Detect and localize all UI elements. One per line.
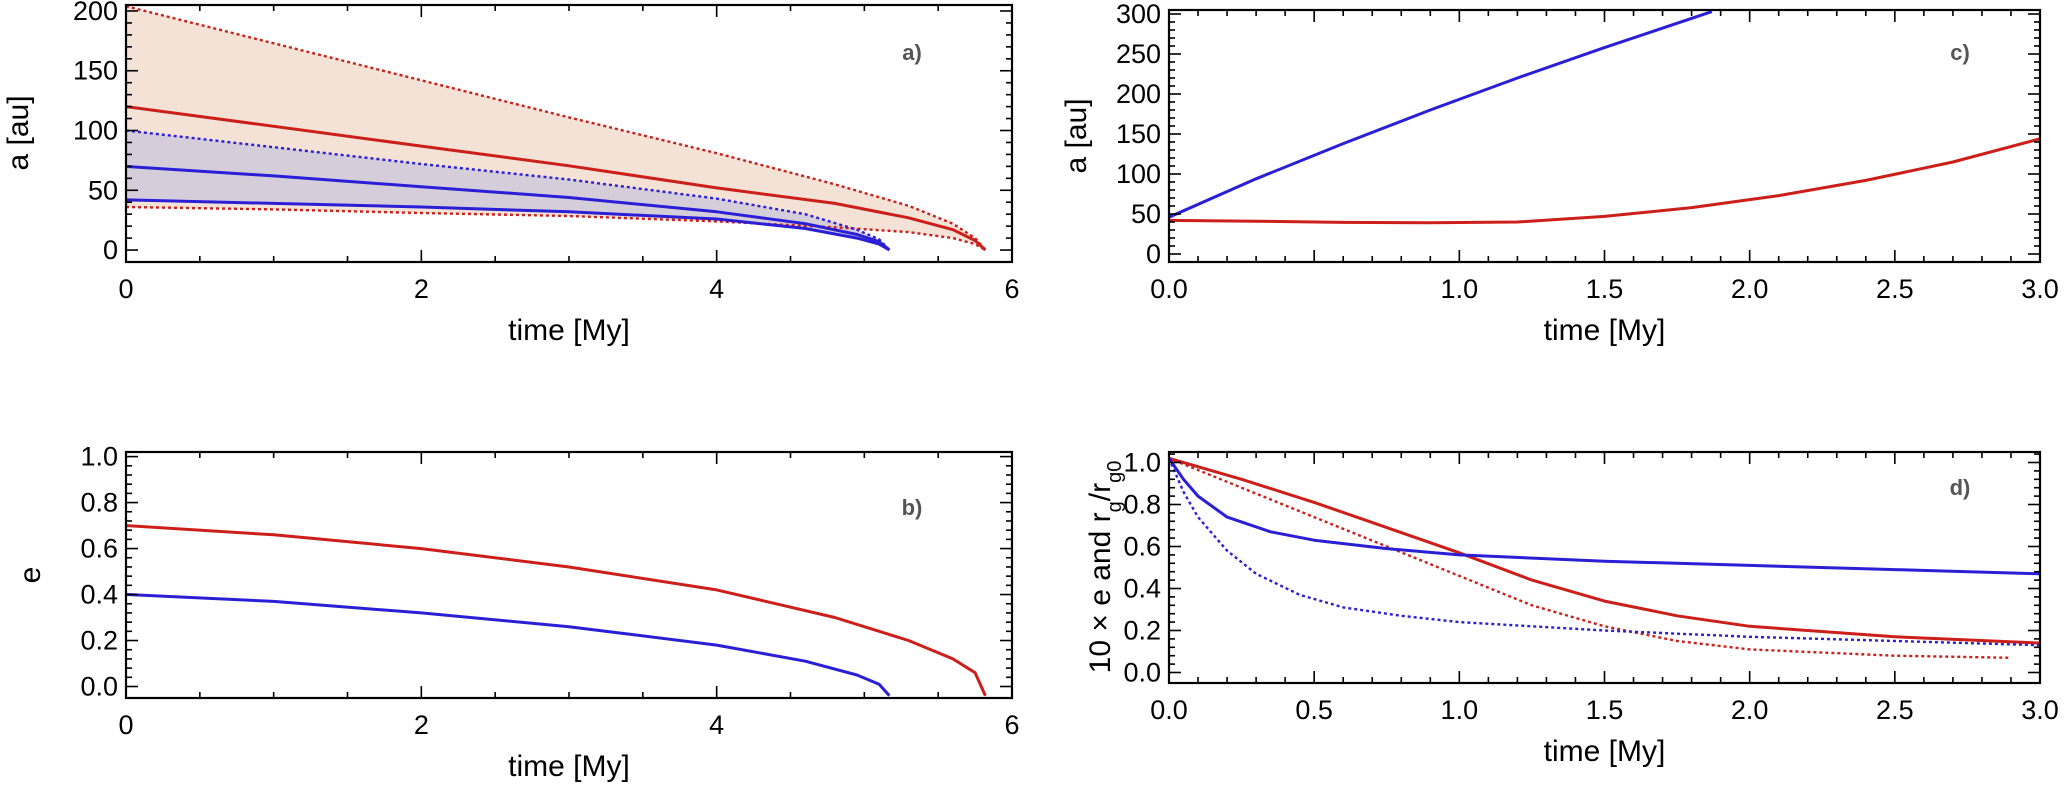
y-tick-label: 0 [103,235,118,265]
x-axis-label: time [My] [1544,735,1666,768]
x-tick-label: 2.0 [1731,695,1769,725]
y-tick-label: 0.4 [1123,574,1161,604]
y-tick-label: 1.0 [80,442,118,472]
y-tick-label: 0.2 [80,626,118,656]
plot-area [1169,456,2040,659]
y-tick-label: 0.6 [1123,532,1161,562]
x-tick-label: 3.0 [2021,274,2059,304]
x-tick-label: 1.5 [1586,274,1624,304]
x-axis-label: time [My] [508,750,630,783]
y-tick-label: 100 [1116,159,1161,189]
x-axis-label: time [My] [508,314,630,347]
panel-d: 0.0 0.5 1.0 1.5 2.0 2.5 3.0 0.0 0.2 0.4 0.6 0.8 1.0 t… [1084,448,2059,769]
y-tick-label: 0.0 [80,672,118,702]
y-tick-label: 50 [88,175,118,205]
plot-area [1169,10,2040,225]
x-tick-label: 0 [118,274,133,304]
series-red-e [126,524,987,697]
series-blue-apocentre [126,129,891,251]
x-tick-label: 0.0 [1150,274,1188,304]
x-tick-label: 6 [1004,274,1019,304]
x-tick-label: 2 [414,274,429,304]
panel-a: 0 2 4 6 0 50 100 150 200 time [My] a [au] a) [2,0,1020,347]
x-tick-label: 4 [709,710,724,740]
y-tick-label: 200 [1116,79,1161,109]
plot-area [126,524,987,697]
panel-label: b) [902,495,923,520]
series-blue-e [126,593,891,697]
y-tick-label: 200 [73,0,118,26]
x-tick-label: 2.0 [1731,274,1769,304]
x-tick-label: 1.0 [1441,695,1479,725]
x-tick-label: 3.0 [2021,695,2059,725]
band-band_red [126,6,986,251]
y-tick-label: 0.8 [1123,490,1161,520]
series-blue-a [1169,10,1713,219]
y-axis-label: a [au] [2,95,35,170]
x-tick-label: 0.0 [1150,695,1188,725]
series-red-dotted [1169,457,2012,659]
series-blue-dotted [1169,457,2040,647]
x-tick-label: 0 [118,710,133,740]
series-red-a [1169,137,2040,225]
x-tick-label: 4 [709,274,724,304]
panel-label: c) [1950,40,1970,65]
series-blue-pericentre [126,198,891,252]
y-tick-label: 250 [1116,39,1161,69]
plot-area [126,5,987,252]
y-tick-label: 1.0 [1123,448,1161,478]
x-tick-label: 6 [1004,710,1019,740]
y-tick-label: 0.4 [80,580,118,610]
x-axis-label: time [My] [1544,314,1666,347]
panel-b: 0 2 4 6 0.0 0.2 0.4 0.6 0.8 1.0 time [My] e b) [14,442,1020,783]
y-tick-label: 150 [73,56,118,86]
y-axis-label: 10 × e and rg/rg0 [1084,461,1126,674]
y-tick-label: 0.6 [80,534,118,564]
x-tick-label: 1.5 [1586,695,1624,725]
x-tick-label: 0.5 [1295,695,1333,725]
x-tick-label: 2 [414,710,429,740]
y-tick-label: 150 [1116,119,1161,149]
y-tick-label: 100 [73,116,118,146]
y-tick-label: 0.2 [1123,616,1161,646]
series-blue-solid [1169,457,2040,576]
y-tick-label: 0 [1146,239,1161,269]
y-tick-label: 300 [1116,0,1161,29]
panel-label: d) [1950,475,1971,500]
y-tick-label: 0.0 [1123,658,1161,688]
y-axis-label: e [14,567,47,584]
series-red-solid [1169,456,2040,645]
x-tick-label: 2.5 [1876,695,1914,725]
x-tick-label: 2.5 [1876,274,1914,304]
plot-frame [1167,450,2042,685]
series-red-apocentre [126,5,987,251]
band-band_blue [126,130,890,251]
y-tick-label: 0.8 [80,488,118,518]
y-tick-label: 50 [1131,199,1161,229]
x-tick-label: 1.0 [1441,274,1479,304]
y-axis-label: a [au] [1060,98,1093,173]
series-blue-a [126,164,891,252]
panel-c: 0.0 1.0 1.5 2.0 2.5 3.0 0 50 100 150 200 250 300 time… [1060,0,2059,347]
panel-label: a) [902,40,922,65]
series-red-a [126,105,987,252]
plot-frame [124,450,1014,700]
